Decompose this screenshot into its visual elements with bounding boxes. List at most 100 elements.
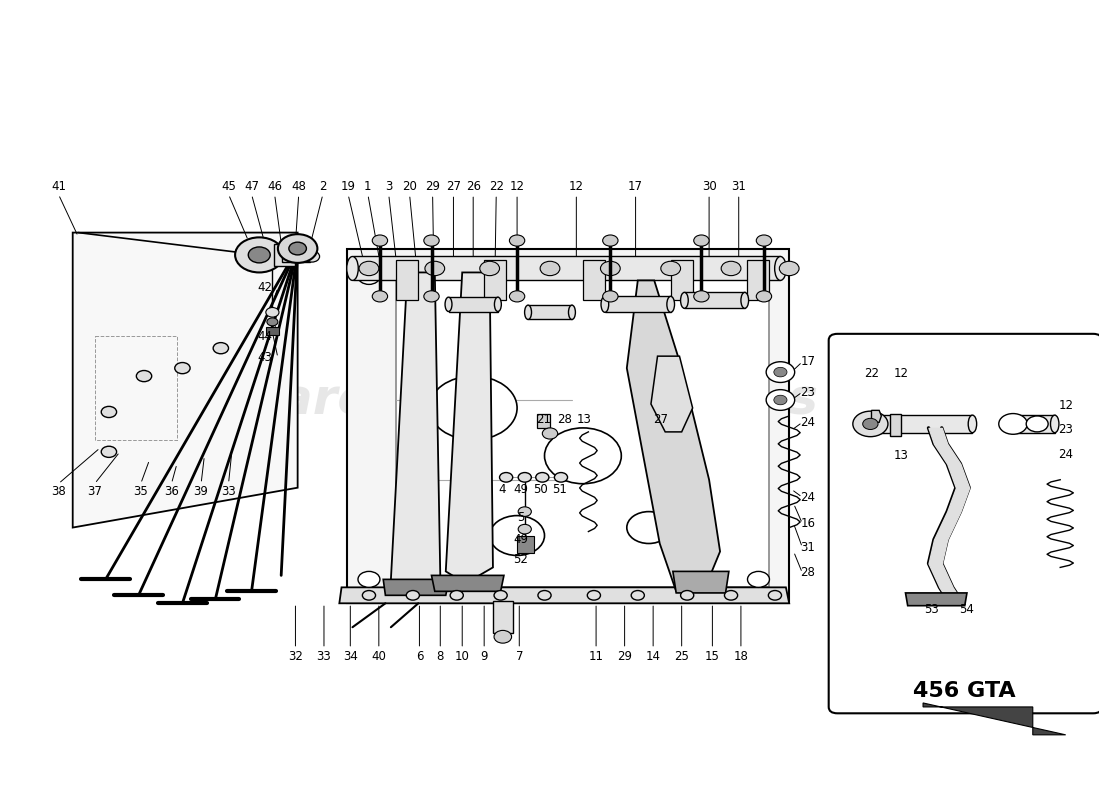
Circle shape [425, 262, 444, 276]
Polygon shape [383, 579, 449, 595]
Polygon shape [339, 587, 789, 603]
Text: 1: 1 [364, 180, 372, 193]
Circle shape [627, 512, 671, 543]
Text: eurospares: eurospares [85, 376, 400, 424]
Circle shape [518, 473, 531, 482]
Text: 54: 54 [959, 603, 975, 616]
Circle shape [267, 318, 278, 326]
Text: 13: 13 [576, 414, 592, 426]
Circle shape [603, 235, 618, 246]
Circle shape [767, 390, 794, 410]
Bar [671, 261, 693, 300]
FancyBboxPatch shape [828, 334, 1100, 714]
Circle shape [372, 290, 387, 302]
Text: 19: 19 [341, 180, 355, 193]
Circle shape [757, 290, 771, 302]
Circle shape [136, 370, 152, 382]
Circle shape [601, 262, 620, 276]
Polygon shape [651, 356, 693, 432]
Circle shape [213, 342, 229, 354]
Ellipse shape [869, 415, 878, 433]
Polygon shape [346, 249, 789, 603]
Text: 40: 40 [372, 650, 386, 663]
Circle shape [289, 242, 307, 255]
Text: 6: 6 [416, 650, 424, 663]
Ellipse shape [741, 292, 749, 308]
Circle shape [748, 571, 769, 587]
Text: 42: 42 [257, 281, 272, 294]
Circle shape [518, 507, 531, 516]
Circle shape [725, 590, 738, 600]
Text: 5: 5 [517, 511, 524, 525]
Text: 15: 15 [705, 650, 719, 663]
Circle shape [358, 269, 379, 285]
Polygon shape [871, 410, 881, 422]
Circle shape [1026, 416, 1048, 432]
Text: 33: 33 [221, 485, 235, 498]
Text: 17: 17 [801, 355, 815, 368]
Text: 45: 45 [221, 180, 236, 193]
Circle shape [748, 269, 769, 285]
Text: 24: 24 [801, 416, 815, 429]
Text: eurospares: eurospares [502, 376, 817, 424]
Text: 23: 23 [1058, 423, 1074, 436]
Polygon shape [396, 273, 769, 587]
Bar [493, 601, 513, 633]
Bar [396, 261, 418, 300]
Circle shape [779, 262, 799, 276]
Text: 33: 33 [317, 650, 331, 663]
Ellipse shape [446, 297, 452, 311]
Circle shape [862, 418, 878, 430]
Text: 38: 38 [51, 485, 66, 498]
Text: 48: 48 [292, 180, 306, 193]
Circle shape [249, 247, 271, 263]
Circle shape [722, 262, 741, 276]
Circle shape [494, 630, 512, 643]
Ellipse shape [1006, 415, 1015, 433]
Circle shape [424, 235, 439, 246]
Text: 23: 23 [801, 386, 815, 398]
Text: 37: 37 [87, 485, 102, 498]
Bar [605, 296, 671, 312]
Circle shape [278, 234, 318, 263]
Circle shape [359, 262, 378, 276]
Text: 21: 21 [536, 414, 551, 426]
Circle shape [509, 290, 525, 302]
Polygon shape [923, 703, 1066, 735]
Circle shape [603, 290, 618, 302]
Text: 9: 9 [481, 650, 488, 663]
Circle shape [406, 590, 419, 600]
Circle shape [694, 290, 710, 302]
Text: 41: 41 [51, 180, 66, 193]
Text: 456 GTA: 456 GTA [913, 681, 1016, 701]
Text: 22: 22 [864, 367, 879, 380]
Text: 50: 50 [532, 482, 548, 496]
Text: 44: 44 [257, 330, 272, 342]
Text: 49: 49 [513, 533, 528, 546]
Ellipse shape [1050, 415, 1059, 433]
Circle shape [362, 590, 375, 600]
Circle shape [694, 235, 710, 246]
Circle shape [480, 262, 499, 276]
Circle shape [681, 590, 694, 600]
Text: 49: 49 [513, 482, 528, 496]
Text: 3: 3 [385, 180, 393, 193]
Bar [352, 257, 780, 281]
Circle shape [536, 473, 549, 482]
Circle shape [429, 376, 517, 440]
Text: 28: 28 [557, 414, 572, 426]
Circle shape [424, 290, 439, 302]
Text: 29: 29 [617, 650, 632, 663]
Text: 17: 17 [628, 180, 643, 193]
Text: 39: 39 [194, 485, 209, 498]
Polygon shape [446, 273, 493, 583]
Ellipse shape [968, 415, 977, 433]
Text: 53: 53 [924, 603, 939, 616]
Text: 31: 31 [732, 180, 746, 193]
Circle shape [494, 590, 507, 600]
Text: 34: 34 [343, 650, 358, 663]
Text: 4: 4 [498, 482, 506, 496]
Ellipse shape [525, 305, 531, 319]
Bar [748, 261, 769, 300]
Text: 8: 8 [437, 650, 444, 663]
